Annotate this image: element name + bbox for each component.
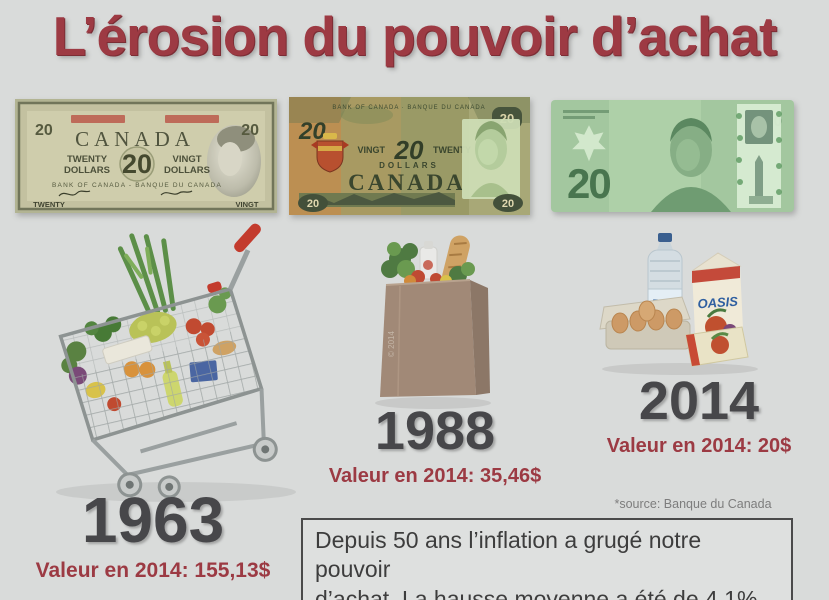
small-groceries-icon: ESKA OASIS [599, 233, 758, 375]
banknote-1979-image: BANK OF CANADA · BANQUE DU CANADA 20 20 … [289, 97, 530, 215]
banknote-2012-image: 20 20 [551, 100, 794, 212]
inflation-note-line2: d’achat. La hausse moyenne a été de 4,1%… [315, 585, 764, 600]
source-note: *source: Banque du Canada [614, 497, 772, 511]
banknote-1979-icon: BANK OF CANADA · BANQUE DU CANADA 20 20 … [289, 97, 530, 215]
queen-portrait [207, 125, 261, 197]
serial-number [71, 115, 219, 123]
bill1-big-20: 20 [122, 149, 152, 179]
signatures [58, 190, 193, 197]
bill2-corner-20-bottomleft: 20 [307, 198, 319, 210]
leafy-greens [381, 242, 475, 284]
bill2-vingt: VINGT [357, 145, 385, 155]
cart-handle [228, 249, 251, 291]
cart-basket-front [72, 327, 262, 440]
value-label-1988: Valeur en 2014: 35,46$ [328, 465, 542, 487]
bill1-bank-line: BANK OF CANADA - BANQUE DU CANADA [52, 182, 222, 189]
year-label-1963: 1963 [81, 484, 225, 556]
landscape-engraving [299, 192, 455, 207]
bill1-corner-20: 20 [35, 122, 53, 139]
queen-portrait [462, 119, 520, 199]
bill2-corner-20-bottomright: 20 [502, 198, 514, 210]
queen-portrait [651, 118, 731, 212]
front-pack [685, 326, 749, 367]
cart-wheels [117, 436, 278, 499]
banknote-2012-icon: 20 20 [551, 100, 794, 212]
leeks [117, 233, 176, 317]
column-1988: 1988 Valeur en 2014: 35,46$ [306, 404, 564, 488]
inflation-note-box: Depuis 50 ans l’inflation a grugé notre … [301, 518, 793, 600]
value-label-2014: Valeur en 2014: 20$ [606, 435, 792, 457]
bill2-big-20: 20 [394, 135, 424, 165]
egg-carton-small [102, 335, 153, 365]
bill2-bank-line: BANK OF CANADA · BANQUE DU CANADA [332, 105, 485, 111]
bill1-bottom-left: TWENTY [33, 200, 65, 209]
cart-undercarriage [91, 388, 266, 477]
value-label-1963: Valeur en 2014: 155,13$ [35, 559, 271, 582]
shopping-cart-full-icon [56, 223, 296, 502]
bill3-big-20: 20 [567, 160, 610, 207]
shopping-cart-1963-image [16, 214, 310, 508]
groceries-2014-image: ESKA OASIS [590, 227, 770, 377]
cart-basket-frame [58, 286, 264, 443]
bill1-twenty: TWENTY [67, 154, 108, 165]
egg-carton [599, 296, 691, 350]
bill1-corner-20-right: 20 [241, 122, 259, 139]
bill2-twenty: TWENTY [433, 145, 471, 155]
grocery-bag-icon: © 2014 [375, 235, 491, 409]
foliage-dots [736, 111, 782, 195]
banknote-1954-image: 20 20 CANADA TWENTY DOLLARS 20 VINGT DOL… [15, 99, 277, 213]
fine-print [563, 110, 609, 119]
inflation-note-line1: Depuis 50 ans l’inflation a grugé notre … [315, 527, 702, 583]
juice-brand-label: OASIS [697, 294, 739, 312]
transparent-window [736, 104, 782, 208]
grocery-bag-1988-image: © 2014 [358, 225, 508, 411]
peace-tower-icon [755, 155, 763, 200]
bill2-dollars: DOLLARS [379, 161, 439, 170]
year-label-2014: 2014 [638, 371, 760, 431]
page-title: L’érosion du pouvoir d’achat [52, 5, 778, 67]
bill1-bottom-right: VINGT [236, 200, 259, 209]
milk-bottle [419, 241, 438, 280]
bag-watermark: © 2014 [387, 331, 396, 357]
column-1963: 1963 Valeur en 2014: 155,13$ [8, 488, 298, 583]
bill1-dollars-right: DOLLARS [164, 165, 210, 176]
bill1-vingt: VINGT [172, 154, 201, 165]
paper-bag: © 2014 [380, 279, 490, 397]
bill1-dollars-left: DOLLARS [64, 165, 110, 176]
year-label-1988: 1988 [374, 401, 496, 461]
banknote-1954-icon: 20 20 CANADA TWENTY DOLLARS 20 VINGT DOL… [15, 99, 277, 213]
column-2014: 2014 Valeur en 2014: 20$ [574, 374, 824, 458]
coat-of-arms [311, 133, 349, 173]
bag-contents [381, 235, 475, 287]
cart-handle-grip [234, 223, 261, 253]
bill2-country: CANADA [348, 170, 466, 195]
maple-leaf-icon [572, 125, 606, 162]
